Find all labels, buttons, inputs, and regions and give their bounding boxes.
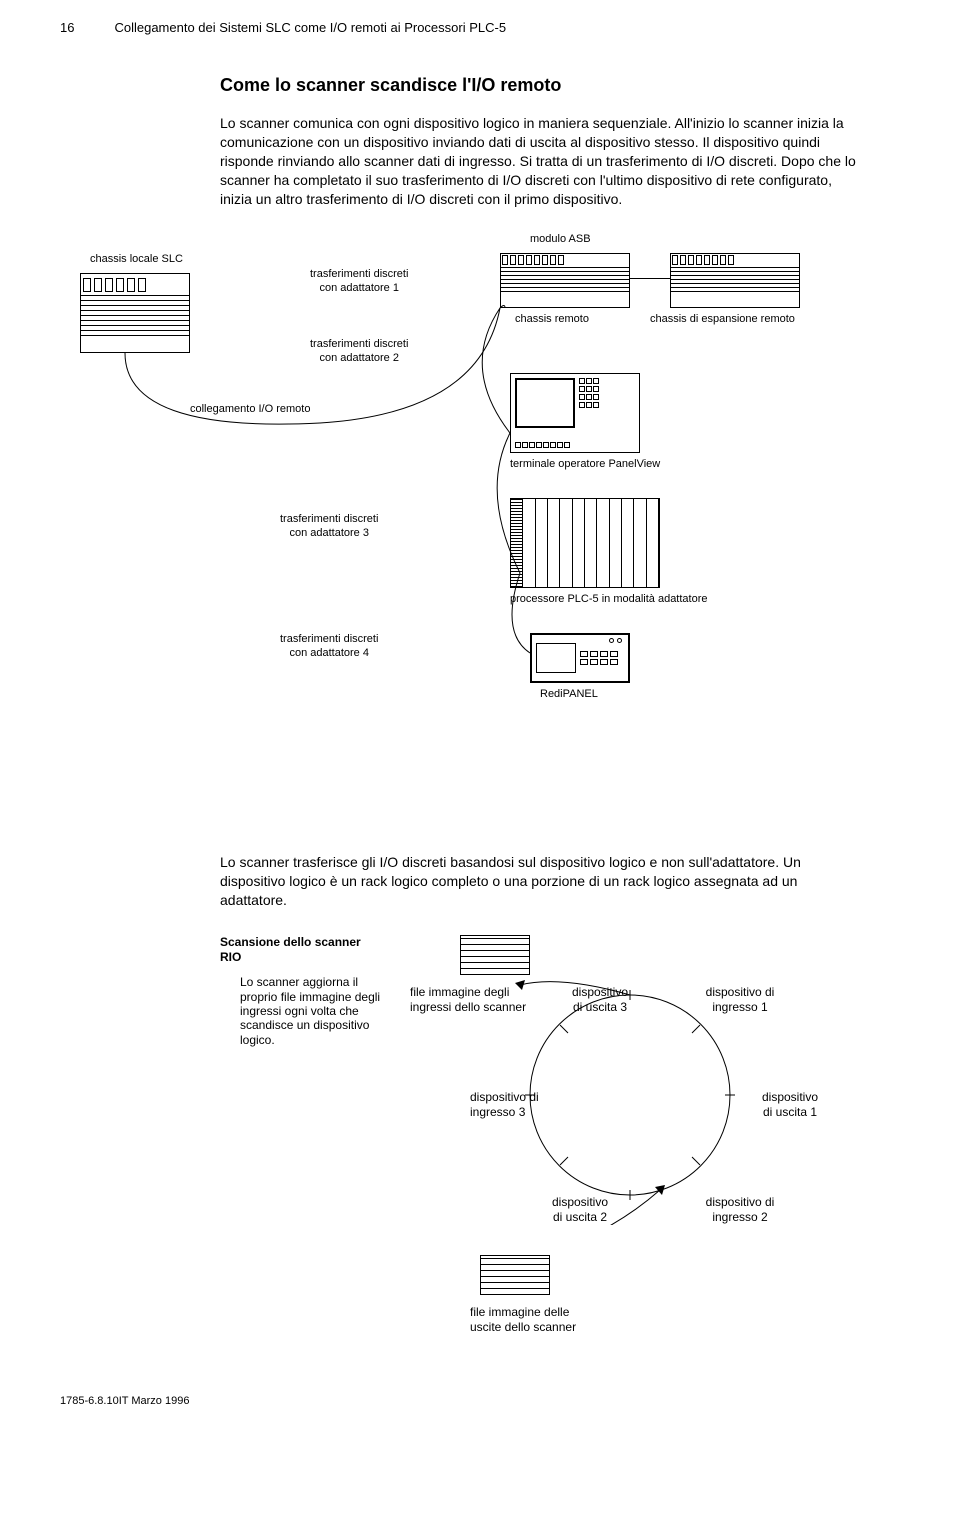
- wires: [60, 233, 900, 833]
- scan-desc: Lo scanner aggiorna il proprio file imma…: [240, 975, 390, 1047]
- page-number: 16: [60, 20, 74, 35]
- footer: 1785-6.8.10IT Marzo 1996: [60, 1395, 900, 1407]
- label-disp-i2: dispositivo di ingresso 2: [695, 1195, 785, 1224]
- header-title: Collegamento dei Sistemi SLC come I/O re…: [114, 20, 506, 35]
- section-title: Come lo scanner scandisce l'I/O remoto: [220, 75, 900, 96]
- label-disp-u2: dispositivo di uscita 2: [540, 1195, 620, 1224]
- label-file-out: file immagine delle uscite dello scanner: [470, 1305, 610, 1334]
- network-diagram: modulo ASB chassis locale SLC trasferime…: [60, 233, 900, 833]
- output-file-icon: [480, 1255, 550, 1295]
- body-paragraph-1: Lo scanner comunica con ogni dispositivo…: [220, 114, 860, 208]
- label-disp-u1: dispositivo di uscita 1: [750, 1090, 830, 1119]
- body-paragraph-2: Lo scanner trasferisce gli I/O discreti …: [220, 853, 860, 910]
- label-disp-i3: dispositivo di ingresso 3: [470, 1090, 560, 1119]
- label-disp-i1: dispositivo di ingresso 1: [695, 985, 785, 1014]
- scan-title: Scansione dello scanner RIO: [220, 935, 361, 964]
- page-header: 16 Collegamento dei Sistemi SLC come I/O…: [60, 20, 900, 35]
- scan-cycle-diagram: Scansione dello scanner RIO Lo scanner a…: [140, 935, 900, 1355]
- label-disp-u3: dispositivo di uscita 3: [560, 985, 640, 1014]
